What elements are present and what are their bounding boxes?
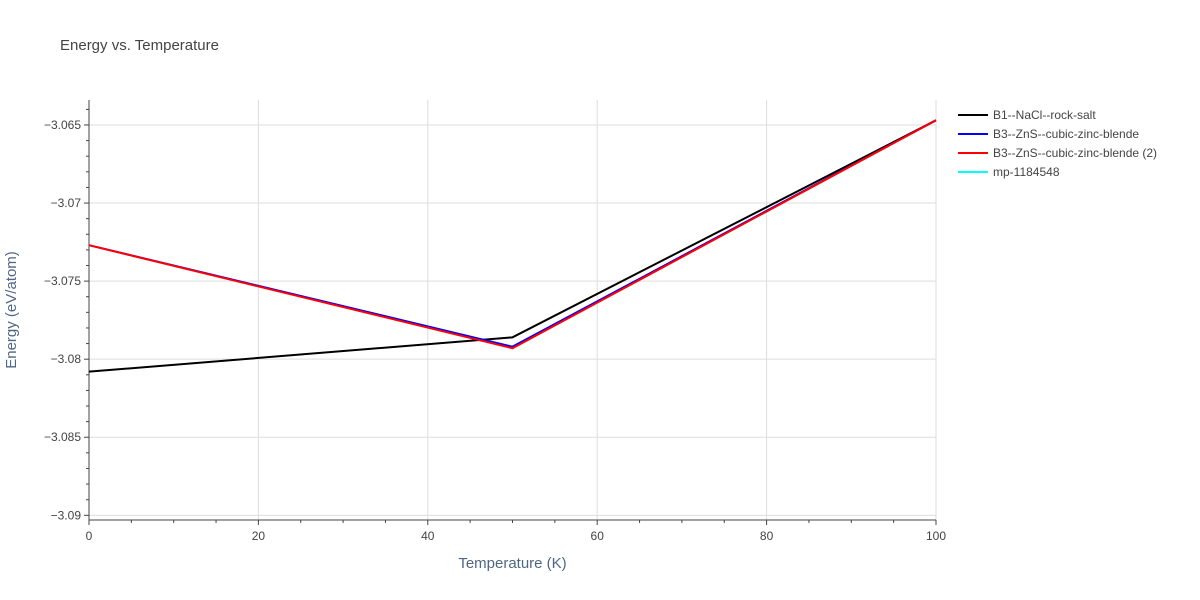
legend-label-1: B1--NaCl--rock-salt xyxy=(993,108,1096,122)
series-line-3 xyxy=(88,119,937,350)
x-tick-label: 0 xyxy=(86,529,93,543)
y-tick-label: −3.08 xyxy=(51,352,82,366)
legend: B1--NaCl--rock-salt B3--ZnS--cubic-zinc-b… xyxy=(958,108,1157,179)
y-tick-label: −3.075 xyxy=(44,274,81,288)
legend-label-3: B3--ZnS--cubic-zinc-blende (2) xyxy=(993,146,1157,160)
series-line-1 xyxy=(88,119,937,373)
y-tick-label: −3.065 xyxy=(44,118,81,132)
x-tick-label: 20 xyxy=(252,529,266,543)
plot-area xyxy=(88,119,937,373)
legend-label-4: mp-1184548 xyxy=(993,165,1060,179)
y-tick-label: −3.085 xyxy=(44,430,81,444)
x-tick-label: 100 xyxy=(926,529,946,543)
y-tick-label: −3.09 xyxy=(51,508,82,522)
x-tick-label: 60 xyxy=(591,529,605,543)
series-line-2 xyxy=(88,119,937,348)
x-tick-label: 40 xyxy=(421,529,435,543)
x-axis-title: Temperature (K) xyxy=(458,555,566,572)
y-axis-title: Energy (eV/atom) xyxy=(3,251,20,369)
chart-title: Energy vs. Temperature xyxy=(60,37,219,54)
x-tick-label: 80 xyxy=(760,529,774,543)
y-tick-label: −3.07 xyxy=(51,196,82,210)
legend-label-2: B3--ZnS--cubic-zinc-blende xyxy=(993,127,1139,141)
grid xyxy=(89,100,937,520)
axes: 0 20 40 60 80 100 −3.065 −3.07 −3.075 −3.08 −3.085… xyxy=(44,100,946,543)
